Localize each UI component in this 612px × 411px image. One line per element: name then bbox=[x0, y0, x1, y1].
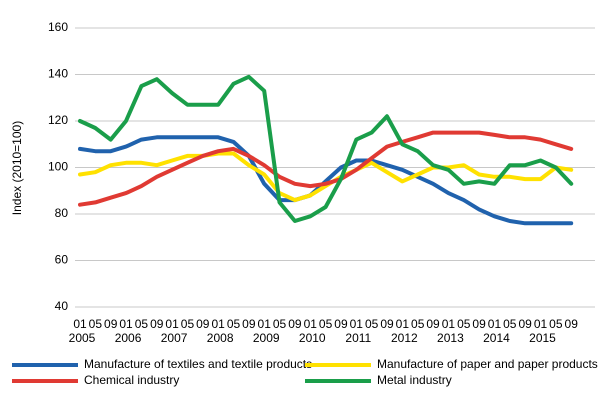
x-tick-label: 05 bbox=[135, 317, 149, 331]
y-tick-label: 40 bbox=[55, 299, 69, 313]
y-axis-label: Index (2010=100) bbox=[10, 121, 24, 215]
x-tick-label: 09 bbox=[334, 317, 348, 331]
x-tick-label: 01 bbox=[442, 317, 456, 331]
x-tick-label: 01 bbox=[211, 317, 225, 331]
x-tick-label: 01 bbox=[350, 317, 364, 331]
legend-label: Manufacture of textiles and textile prod… bbox=[84, 357, 312, 371]
x-year-label: 2006 bbox=[115, 331, 142, 345]
x-tick-label: 01 bbox=[396, 317, 410, 331]
x-year-label: 2013 bbox=[437, 331, 464, 345]
x-tick-label: 01 bbox=[73, 317, 87, 331]
x-tick-label: 09 bbox=[472, 317, 486, 331]
y-tick-label: 60 bbox=[55, 253, 69, 267]
x-tick-label: 09 bbox=[242, 317, 256, 331]
x-tick-label: 05 bbox=[549, 317, 563, 331]
legend-label: Metal industry bbox=[377, 373, 452, 387]
y-tick-label: 160 bbox=[48, 20, 68, 34]
x-year-label: 2008 bbox=[207, 331, 234, 345]
x-tick-label: 05 bbox=[319, 317, 333, 331]
y-tick-label: 140 bbox=[48, 67, 68, 81]
x-tick-label: 05 bbox=[411, 317, 425, 331]
x-tick-label: 05 bbox=[89, 317, 103, 331]
x-tick-label: 01 bbox=[119, 317, 133, 331]
x-tick-label: 05 bbox=[273, 317, 287, 331]
legend-label: Manufacture of paper and paper products bbox=[377, 357, 598, 371]
x-year-label: 2005 bbox=[69, 331, 96, 345]
x-year-label: 2010 bbox=[299, 331, 326, 345]
series-line bbox=[78, 135, 574, 226]
x-tick-label: 09 bbox=[380, 317, 394, 331]
x-tick-label: 09 bbox=[104, 317, 118, 331]
x-tick-label: 05 bbox=[503, 317, 517, 331]
x-tick-label: 09 bbox=[196, 317, 210, 331]
x-tick-label: 01 bbox=[534, 317, 548, 331]
y-tick-label: 80 bbox=[55, 206, 69, 220]
x-tick-label: 09 bbox=[518, 317, 532, 331]
x-year-label: 2014 bbox=[483, 331, 510, 345]
x-tick-label: 09 bbox=[150, 317, 164, 331]
x-tick-label: 05 bbox=[181, 317, 195, 331]
series-line bbox=[78, 151, 574, 203]
x-tick-label: 05 bbox=[227, 317, 241, 331]
x-tick-label: 01 bbox=[258, 317, 272, 331]
x-tick-label: 05 bbox=[365, 317, 379, 331]
series-line bbox=[78, 74, 574, 223]
series-line bbox=[78, 130, 574, 207]
x-tick-label: 05 bbox=[457, 317, 471, 331]
x-year-label: 2012 bbox=[391, 331, 418, 345]
x-tick-label: 09 bbox=[288, 317, 302, 331]
x-tick-label: 01 bbox=[488, 317, 502, 331]
x-tick-label: 01 bbox=[165, 317, 179, 331]
x-tick-label: 09 bbox=[565, 317, 579, 331]
x-year-label: 2015 bbox=[529, 331, 556, 345]
y-tick-label: 120 bbox=[48, 113, 68, 127]
x-tick-label: 01 bbox=[304, 317, 318, 331]
legend-label: Chemical industry bbox=[84, 373, 179, 387]
x-tick-label: 09 bbox=[426, 317, 440, 331]
y-tick-label: 100 bbox=[48, 160, 68, 174]
x-year-label: 2009 bbox=[253, 331, 280, 345]
x-year-label: 2007 bbox=[161, 331, 188, 345]
x-year-label: 2011 bbox=[345, 331, 371, 345]
